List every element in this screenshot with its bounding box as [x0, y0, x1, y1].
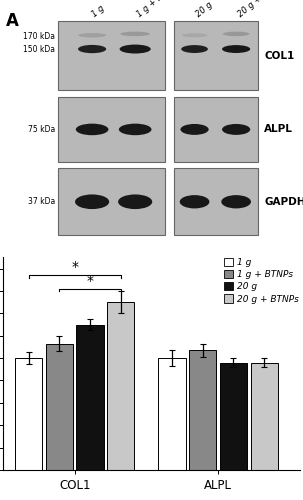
Text: 150 kDa: 150 kDa	[23, 44, 55, 54]
Bar	[15, 358, 42, 470]
Text: 20 g: 20 g	[195, 0, 215, 19]
FancyBboxPatch shape	[58, 168, 165, 235]
Bar	[220, 362, 247, 470]
Ellipse shape	[119, 124, 152, 135]
Ellipse shape	[120, 44, 151, 54]
Ellipse shape	[120, 32, 150, 36]
Text: 37 kDa: 37 kDa	[28, 198, 55, 206]
Bar	[107, 302, 135, 470]
FancyBboxPatch shape	[58, 98, 165, 162]
Text: *: *	[87, 274, 94, 287]
Text: 75 kDa: 75 kDa	[28, 125, 55, 134]
Ellipse shape	[181, 45, 208, 53]
Ellipse shape	[222, 124, 250, 135]
Ellipse shape	[223, 32, 249, 36]
FancyBboxPatch shape	[58, 22, 165, 90]
Bar	[251, 362, 278, 470]
Ellipse shape	[180, 195, 209, 208]
Text: ALPL: ALPL	[264, 124, 293, 134]
FancyBboxPatch shape	[174, 98, 258, 162]
Ellipse shape	[221, 195, 251, 208]
Ellipse shape	[75, 194, 109, 209]
FancyBboxPatch shape	[174, 22, 258, 90]
Ellipse shape	[78, 33, 106, 38]
Bar	[46, 344, 73, 470]
Bar	[158, 358, 186, 470]
Bar	[76, 324, 104, 470]
Ellipse shape	[182, 33, 207, 38]
FancyBboxPatch shape	[174, 168, 258, 235]
Ellipse shape	[118, 194, 152, 209]
Ellipse shape	[76, 124, 108, 135]
Bar	[189, 350, 216, 470]
Text: 20 g + BTNPs: 20 g + BTNPs	[236, 0, 286, 19]
Ellipse shape	[78, 45, 106, 53]
Text: 1 g + BTNPs: 1 g + BTNPs	[135, 0, 181, 19]
Text: GAPDH: GAPDH	[264, 197, 303, 207]
Text: 170 kDa: 170 kDa	[23, 32, 55, 41]
Ellipse shape	[222, 45, 250, 53]
Ellipse shape	[181, 124, 209, 135]
Text: *: *	[71, 260, 78, 274]
Legend: 1 g, 1 g + BTNPs, 20 g, 20 g + BTNPs: 1 g, 1 g + BTNPs, 20 g, 20 g + BTNPs	[224, 258, 298, 304]
Text: COL1: COL1	[264, 51, 295, 61]
Text: A: A	[6, 12, 19, 30]
Text: 1 g: 1 g	[91, 4, 107, 19]
